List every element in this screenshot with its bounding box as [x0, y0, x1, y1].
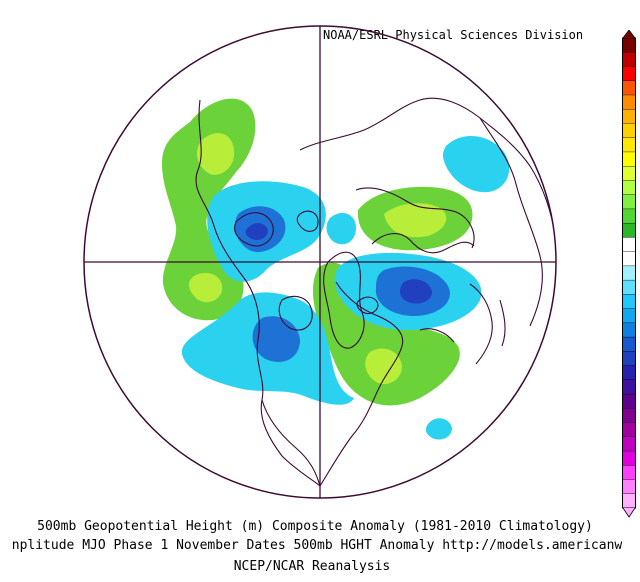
negative-anomaly-pacific-south: [425, 418, 452, 440]
colorbar-cell: [622, 222, 636, 238]
colorbar-cell: [622, 165, 636, 181]
colorbar-cell: [622, 80, 636, 96]
colorbar-cell: [622, 52, 636, 67]
coast-korea-china: [469, 283, 493, 365]
coast-scandinavia: [371, 233, 475, 254]
negative-anomaly-eurasia-deep: [399, 279, 432, 304]
colorbar-cell: [622, 365, 636, 381]
anomaly-shading: [162, 98, 510, 440]
coast-greenland: [323, 251, 365, 349]
colorbar-cell: [622, 180, 636, 196]
colorbar-cell: [622, 336, 636, 352]
colorbar-cell: [622, 408, 636, 424]
colorbar-bottom-arrow: [622, 507, 636, 518]
coast-iceland: [356, 296, 379, 315]
coast-mediterranean: [419, 328, 455, 343]
negative-anomaly-north-america-core: [252, 316, 300, 362]
colorbar-cell: [622, 208, 636, 224]
coast-north-america-east: [319, 281, 404, 487]
colorbar-cell: [622, 66, 636, 82]
colorbar-cell: [622, 94, 636, 110]
colorbar-cell: [622, 123, 636, 139]
colorbar-cell: [622, 237, 636, 253]
colorbar-cell: [622, 479, 636, 495]
positive-anomaly-aleutian: [188, 272, 223, 303]
caption-title: 500mb Geopotential Height (m) Composite …: [37, 519, 593, 534]
coastlines: [195, 97, 556, 487]
caption-subtitle: nplitude MJO Phase 1 November Dates 500m…: [11, 538, 623, 553]
coast-north-america: [195, 99, 321, 487]
colorbar-cell: [622, 251, 636, 267]
colorbar: [622, 30, 636, 518]
colorbar-top-arrow: [622, 30, 636, 39]
colorbar-cell: [622, 308, 636, 324]
coast-europe: [355, 187, 475, 249]
colorbar-cell: [622, 279, 636, 295]
coast-asia-east: [479, 117, 543, 327]
coast-svalbard: [296, 210, 319, 232]
colorbar-cell: [622, 493, 636, 509]
colorbar-cell: [622, 422, 636, 438]
colorbar-cell: [622, 465, 636, 481]
colorbar-cell: [622, 265, 636, 281]
negative-anomaly-arctic-deep: [245, 223, 268, 240]
positive-anomaly-siberia-core: [384, 203, 447, 238]
map-boundary-circle: [83, 25, 557, 499]
coast-central-america: [261, 399, 321, 487]
source-label: NOAA/ESRL Physical Sciences Division: [323, 28, 584, 42]
colorbar-cell: [622, 294, 636, 310]
colorbar-cell: [622, 137, 636, 153]
colorbar-cell: [622, 109, 636, 124]
colorbar-cell: [622, 450, 636, 466]
positive-anomaly-west-core: [196, 133, 235, 175]
coast-eurasia-north: [299, 97, 556, 241]
colorbar-cell: [622, 37, 636, 53]
coast-arctic-islands: [234, 212, 274, 247]
colorbar-cell: [622, 194, 636, 210]
coast-hudson-bay: [278, 295, 313, 331]
coast-japan: [499, 299, 506, 347]
colorbar-cell: [622, 151, 636, 167]
colorbar-cell: [622, 436, 636, 452]
colorbar-cell: [622, 322, 636, 338]
colorbar-cell: [622, 393, 636, 409]
colorbar-cell: [622, 351, 636, 367]
negative-anomaly-ne-asia: [443, 135, 510, 193]
caption-dataset: NCEP/NCAR Reanalysis: [233, 559, 391, 574]
positive-anomaly-atlantic-core: [365, 348, 402, 385]
negative-anomaly-greenland: [326, 213, 356, 245]
colorbar-cell: [622, 379, 636, 395]
